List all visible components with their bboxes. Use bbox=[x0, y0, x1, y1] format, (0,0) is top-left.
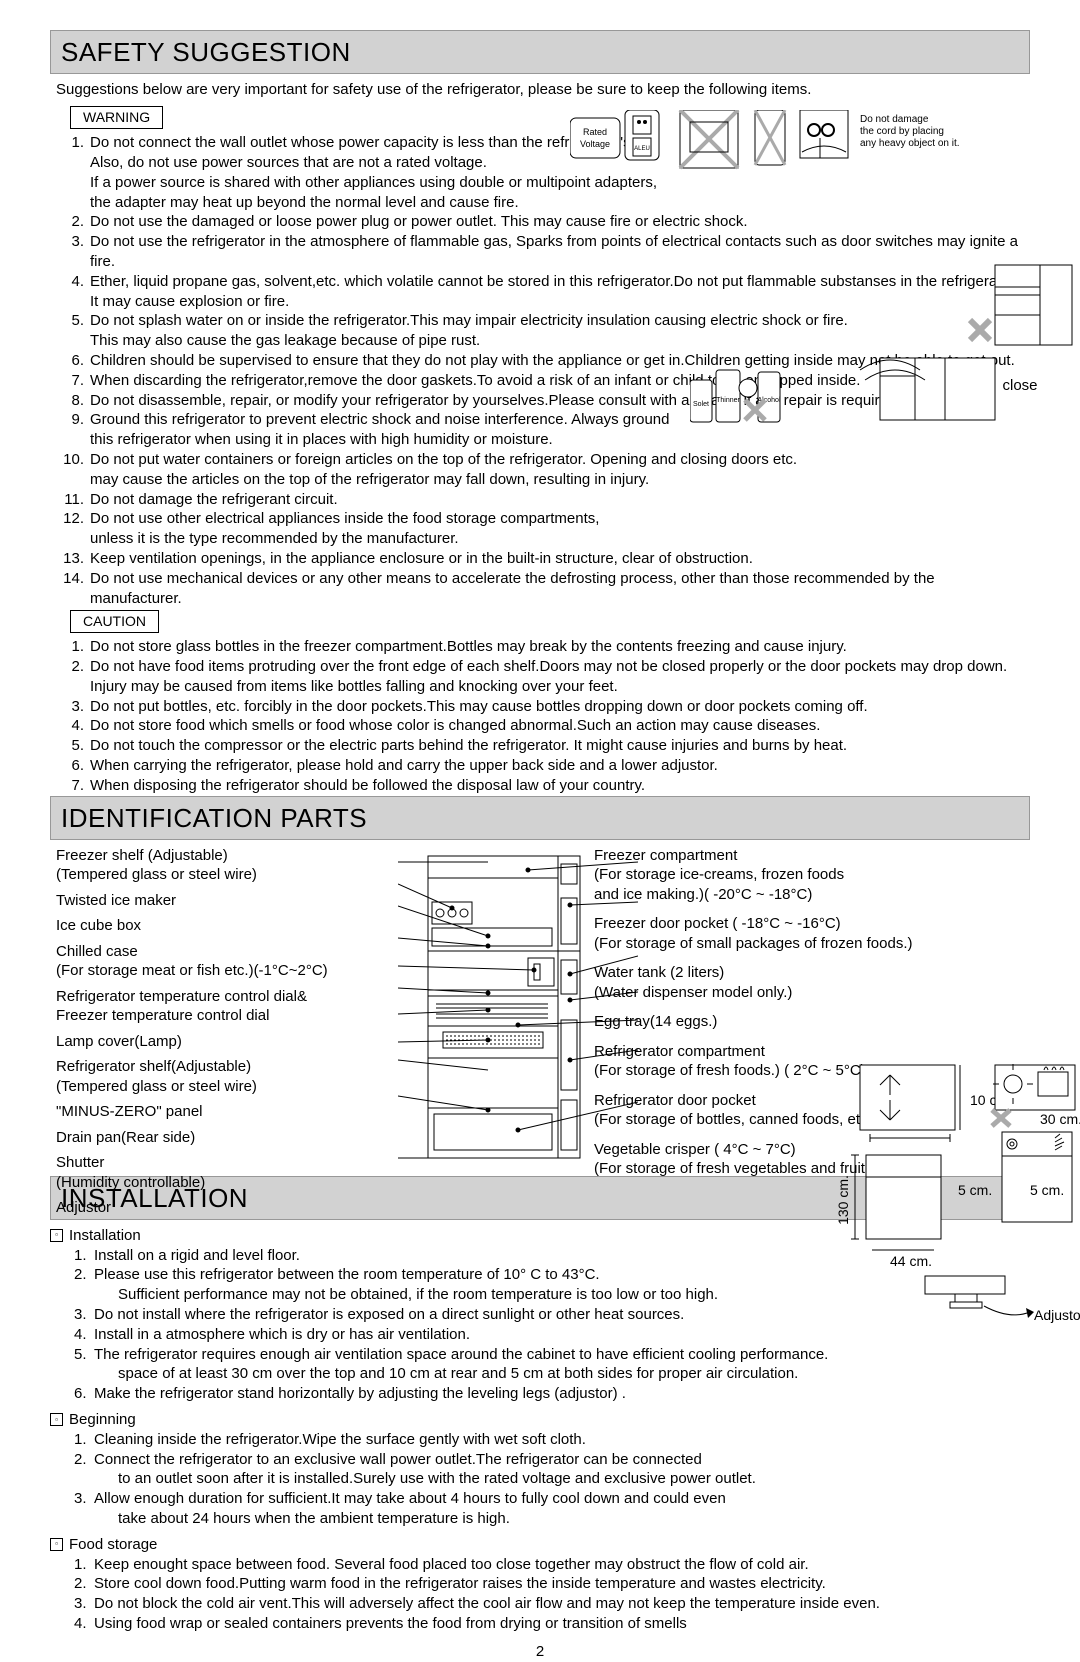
ident-label: Egg tray(14 eggs.) bbox=[594, 1012, 1024, 1032]
dmg1: Do not damage bbox=[860, 114, 929, 125]
dmg3: any heavy object on it. bbox=[860, 138, 960, 149]
section-title-safety: SAFETY SUGGESTION bbox=[50, 30, 1030, 74]
food-list: 1.Keep enought space between food. Sever… bbox=[50, 1555, 1030, 1634]
section-title-ident: IDENTIFICATION PARTS bbox=[50, 796, 1030, 840]
rated-text2: Voltage bbox=[580, 139, 610, 149]
list-item: 1.Keep enought space between food. Sever… bbox=[74, 1555, 1030, 1575]
sub-install-label: Installation bbox=[69, 1226, 141, 1246]
sub-beginning: ▫ Beginning bbox=[50, 1410, 1030, 1430]
sub-food-storage: ▫ Food storage bbox=[50, 1535, 1030, 1555]
page-number: 2 bbox=[50, 1642, 1030, 1662]
dim-5b: 5 cm. bbox=[1030, 1182, 1064, 1198]
install-clearance-diagram: 10 cm. 30 cm. 130 cm. 5 cm. 44 cm. 5 cm. bbox=[830, 1060, 1080, 1336]
list-item: 2.Do not use the damaged or loose power … bbox=[58, 212, 1030, 232]
list-item: 4.Do not store food which smells or food… bbox=[58, 716, 1030, 736]
begin-list: 1.Cleaning inside the refrigerator.Wipe … bbox=[50, 1430, 1030, 1529]
list-item: 6.When carrying the refrigerator, please… bbox=[58, 756, 1030, 776]
list-item: 4.Using food wrap or sealed containers p… bbox=[74, 1614, 1030, 1634]
list-item: 4.Ether, liquid propane gas, solvent,etc… bbox=[58, 272, 1030, 292]
bullet-icon: ▫ bbox=[50, 1538, 63, 1551]
top-right-diagrams: Rated Voltage ALEU bbox=[570, 110, 1080, 186]
list-item: 11.Do not damage the refrigerant circuit… bbox=[58, 490, 1030, 510]
warning-label: WARNING bbox=[70, 106, 163, 129]
list-item: 7.When disposing the refrigerator should… bbox=[58, 776, 1030, 796]
list-item: 5.Do not splash water on or inside the r… bbox=[58, 311, 1030, 331]
sub-food-label: Food storage bbox=[69, 1535, 157, 1555]
ident-label: Freezer compartment(For storage ice-crea… bbox=[594, 846, 1024, 905]
list-item: 5.The refrigerator requires enough air v… bbox=[74, 1345, 1030, 1365]
spray-diagram: Solet Thinner Alcohol close bbox=[690, 350, 1040, 436]
ident-label: Drain pan(Rear side) bbox=[56, 1128, 376, 1148]
dim-44: 44 cm. bbox=[890, 1253, 932, 1269]
list-item: 2.Store cool down food.Putting warm food… bbox=[74, 1574, 1030, 1594]
dmg2: the cord by placing bbox=[860, 126, 944, 137]
ident-label: Adjustor bbox=[56, 1198, 376, 1218]
fridge-diagram bbox=[398, 850, 638, 1170]
caution-label: CAUTION bbox=[70, 610, 159, 633]
rated-text1: Rated bbox=[583, 127, 607, 137]
list-item: 12.Do not use other electrical appliance… bbox=[58, 509, 1030, 529]
ident-label: Lamp cover(Lamp) bbox=[56, 1032, 376, 1052]
ident-label: Twisted ice maker bbox=[56, 891, 376, 911]
list-item: 2.Connect the refrigerator to an exclusi… bbox=[74, 1450, 1030, 1470]
dim-130: 130 cm. bbox=[835, 1175, 851, 1225]
ident-label: "MINUS-ZERO" panel bbox=[56, 1102, 376, 1122]
ident-label: Freezer shelf (Adjustable)(Tempered glas… bbox=[56, 846, 376, 885]
ident-label: Refrigerator shelf(Adjustable)(Tempered … bbox=[56, 1057, 376, 1096]
adjustor-label: Adjustor bbox=[1034, 1307, 1080, 1323]
list-item: 3.Do not put bottles, etc. forcibly in t… bbox=[58, 697, 1030, 717]
bullet-icon: ▫ bbox=[50, 1413, 63, 1426]
close-label: close bbox=[1002, 377, 1037, 394]
ident-label: Freezer door pocket ( -18°C ~ -16°C)(For… bbox=[594, 914, 1024, 953]
caution-list: 1.Do not store glass bottles in the free… bbox=[50, 637, 1030, 795]
bullet-icon: ▫ bbox=[50, 1229, 63, 1242]
list-item: 1.Do not store glass bottles in the free… bbox=[58, 637, 1030, 657]
ident-label: Ice cube box bbox=[56, 916, 376, 936]
list-item: 6.Make the refrigerator stand horizontal… bbox=[74, 1384, 1030, 1404]
list-item: 3.Do not use the refrigerator in the atm… bbox=[58, 232, 1030, 272]
list-item: 2.Do not have food items protruding over… bbox=[58, 657, 1030, 677]
list-item: 3.Allow enough duration for sufficient.I… bbox=[74, 1489, 1030, 1509]
ident-label: Chilled case(For storage meat or fish et… bbox=[56, 942, 376, 981]
svg-text:Thinner: Thinner bbox=[716, 397, 740, 404]
list-item: 10.Do not put water containers or foreig… bbox=[58, 450, 1030, 470]
sub-begin-label: Beginning bbox=[69, 1410, 136, 1430]
list-item: 13.Keep ventilation openings, in the app… bbox=[58, 549, 1030, 569]
ident-label: Shutter(Humidity controllable) bbox=[56, 1153, 376, 1192]
dim-30: 30 cm. bbox=[1040, 1111, 1080, 1127]
safety-intro: Suggestions below are very important for… bbox=[50, 80, 1030, 100]
list-item: 1.Cleaning inside the refrigerator.Wipe … bbox=[74, 1430, 1030, 1450]
list-item: 14.Do not use mechanical devices or any … bbox=[58, 569, 1030, 609]
ident-left-labels: Freezer shelf (Adjustable)(Tempered glas… bbox=[56, 846, 376, 1224]
ident-label: Water tank (2 liters)(Water dispenser mo… bbox=[594, 963, 1024, 1002]
dim-5a: 5 cm. bbox=[958, 1182, 992, 1198]
ident-label: Refrigerator temperature control dial&Fr… bbox=[56, 987, 376, 1026]
svg-text:ALEU: ALEU bbox=[634, 146, 650, 152]
list-item: 5.Do not touch the compressor or the ele… bbox=[58, 736, 1030, 756]
svg-text:Solet: Solet bbox=[693, 401, 709, 408]
list-item: 3.Do not block the cold air vent.This wi… bbox=[74, 1594, 1030, 1614]
